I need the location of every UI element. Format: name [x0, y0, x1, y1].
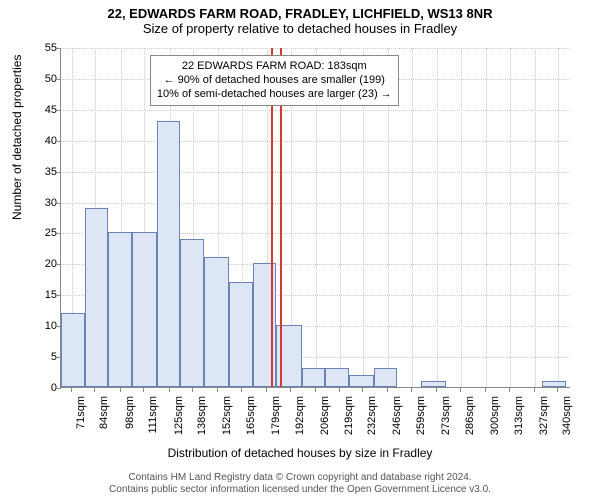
- x-tick-mark: [339, 388, 340, 392]
- x-tick-mark: [485, 388, 486, 392]
- x-tick-label: 84sqm: [98, 396, 110, 446]
- x-tick-mark: [534, 388, 535, 392]
- gridline-vertical: [437, 48, 438, 387]
- x-tick-mark: [143, 388, 144, 392]
- gridline-vertical: [412, 48, 413, 387]
- y-tick-label: 55: [33, 42, 57, 54]
- x-tick-mark: [120, 388, 121, 392]
- x-tick-mark: [411, 388, 412, 392]
- x-tick-label: 111sqm: [147, 396, 159, 446]
- x-tick-mark: [241, 388, 242, 392]
- x-axis-label: Distribution of detached houses by size …: [0, 446, 600, 460]
- x-tick-label: 98sqm: [124, 396, 136, 446]
- y-tick-mark: [57, 295, 61, 296]
- histogram-bar: [229, 282, 253, 387]
- histogram-bar: [157, 121, 181, 387]
- gridline-vertical: [461, 48, 462, 387]
- gridline-vertical: [510, 48, 511, 387]
- footer-line2: Contains public sector information licen…: [0, 484, 600, 496]
- histogram-bar: [85, 208, 109, 387]
- y-tick-mark: [57, 172, 61, 173]
- x-tick-label: 232sqm: [366, 396, 378, 446]
- x-tick-mark: [290, 388, 291, 392]
- annotation-line2: ← 90% of detached houses are smaller (19…: [157, 73, 392, 87]
- y-tick-mark: [57, 264, 61, 265]
- y-tick-mark: [57, 388, 61, 389]
- x-tick-mark: [557, 388, 558, 392]
- x-tick-label: 138sqm: [196, 396, 208, 446]
- histogram-bar: [132, 232, 157, 387]
- x-tick-label: 340sqm: [561, 396, 573, 446]
- y-tick-label: 35: [33, 166, 57, 178]
- y-tick-mark: [57, 79, 61, 80]
- histogram-bar: [302, 368, 326, 387]
- histogram-bar: [542, 381, 566, 387]
- x-tick-label: 206sqm: [319, 396, 331, 446]
- x-tick-mark: [509, 388, 510, 392]
- x-tick-label: 179sqm: [270, 396, 282, 446]
- histogram-bar: [61, 313, 85, 387]
- histogram-bar: [374, 368, 398, 387]
- x-tick-label: 165sqm: [245, 396, 257, 446]
- x-tick-label: 125sqm: [173, 396, 185, 446]
- chart-title-line2: Size of property relative to detached ho…: [0, 21, 600, 36]
- plot-area: 22 EDWARDS FARM ROAD: 183sqm ← 90% of de…: [60, 48, 570, 388]
- gridline-vertical: [558, 48, 559, 387]
- y-tick-mark: [57, 110, 61, 111]
- x-tick-mark: [217, 388, 218, 392]
- annotation-line1: 22 EDWARDS FARM ROAD: 183sqm: [157, 59, 392, 73]
- x-tick-mark: [387, 388, 388, 392]
- y-tick-label: 5: [33, 351, 57, 363]
- x-tick-mark: [94, 388, 95, 392]
- y-tick-label: 50: [33, 73, 57, 85]
- x-tick-mark: [460, 388, 461, 392]
- y-tick-label: 0: [33, 382, 57, 394]
- y-tick-label: 30: [33, 197, 57, 209]
- y-axis-label: Number of detached properties: [10, 55, 24, 220]
- x-tick-label: 327sqm: [538, 396, 550, 446]
- footer-line1: Contains HM Land Registry data © Crown c…: [0, 472, 600, 484]
- x-tick-mark: [71, 388, 72, 392]
- x-tick-label: 313sqm: [513, 396, 525, 446]
- annotation-line3: 10% of semi-detached houses are larger (…: [157, 87, 392, 101]
- footer: Contains HM Land Registry data © Crown c…: [0, 472, 600, 496]
- x-tick-label: 219sqm: [343, 396, 355, 446]
- y-tick-label: 20: [33, 258, 57, 270]
- x-tick-label: 192sqm: [294, 396, 306, 446]
- y-tick-label: 45: [33, 104, 57, 116]
- x-tick-mark: [362, 388, 363, 392]
- x-tick-label: 259sqm: [415, 396, 427, 446]
- y-tick-label: 25: [33, 227, 57, 239]
- x-tick-mark: [192, 388, 193, 392]
- x-tick-label: 273sqm: [440, 396, 452, 446]
- histogram-bar: [325, 368, 349, 387]
- x-tick-label: 286sqm: [464, 396, 476, 446]
- y-tick-mark: [57, 233, 61, 234]
- gridline-vertical: [486, 48, 487, 387]
- x-tick-label: 246sqm: [391, 396, 403, 446]
- histogram-bar: [204, 257, 229, 387]
- y-tick-label: 10: [33, 320, 57, 332]
- histogram-bar: [349, 375, 374, 387]
- chart-title-line1: 22, EDWARDS FARM ROAD, FRADLEY, LICHFIEL…: [0, 6, 600, 21]
- y-tick-mark: [57, 141, 61, 142]
- histogram-bar: [421, 381, 446, 387]
- x-tick-mark: [266, 388, 267, 392]
- y-tick-label: 40: [33, 135, 57, 147]
- y-tick-mark: [57, 48, 61, 49]
- x-tick-label: 71sqm: [75, 396, 87, 446]
- histogram-bar: [108, 232, 132, 387]
- gridline-vertical: [535, 48, 536, 387]
- histogram-bar: [180, 239, 204, 387]
- y-tick-label: 15: [33, 289, 57, 301]
- annotation-box: 22 EDWARDS FARM ROAD: 183sqm ← 90% of de…: [150, 55, 399, 106]
- y-tick-mark: [57, 203, 61, 204]
- x-tick-label: 152sqm: [221, 396, 233, 446]
- x-tick-label: 300sqm: [489, 396, 501, 446]
- x-tick-mark: [436, 388, 437, 392]
- x-tick-mark: [315, 388, 316, 392]
- x-tick-mark: [169, 388, 170, 392]
